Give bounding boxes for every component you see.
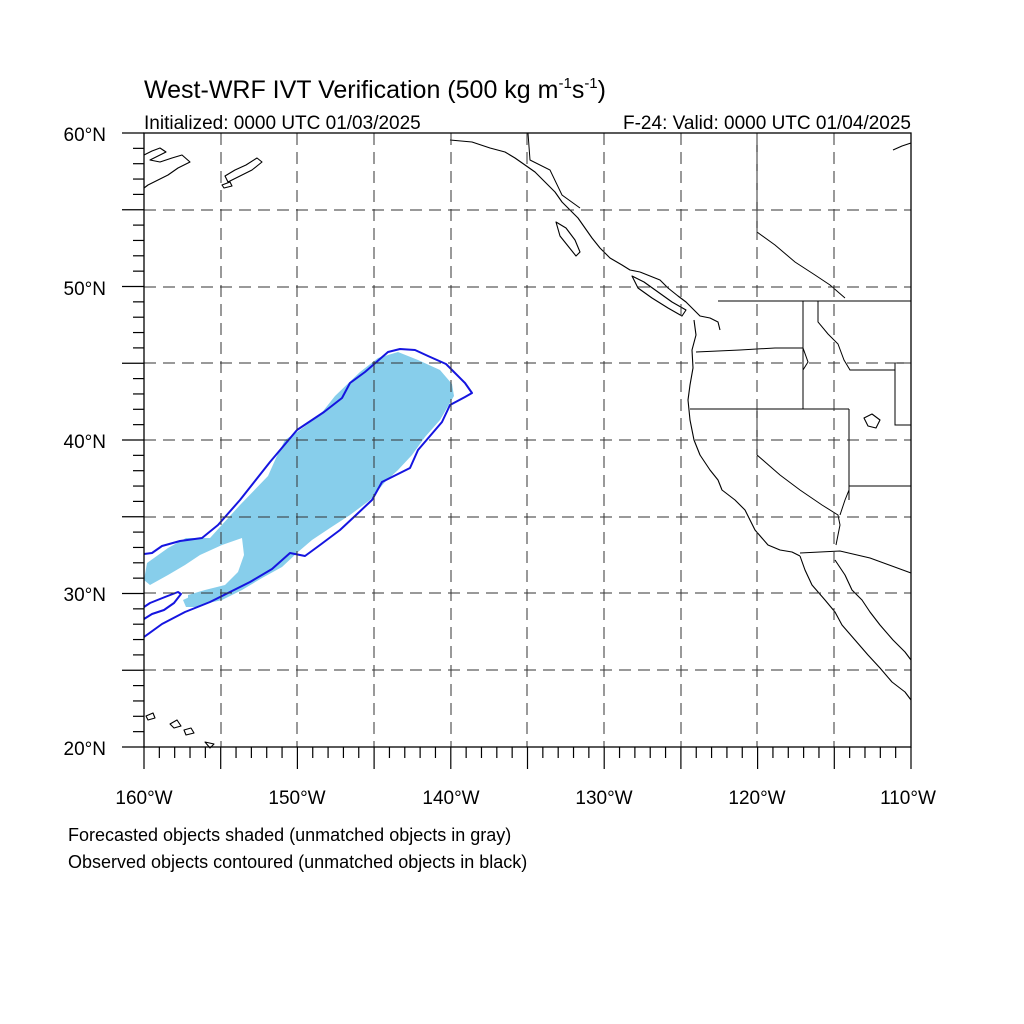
figure-title: West-WRF IVT Verification (500 kg m-1s-1… [144, 75, 606, 104]
bc-coast [639, 271, 721, 331]
lon-label-150: 150°W [268, 788, 325, 809]
baja-california [799, 555, 912, 701]
lat-label-40: 40°N [64, 432, 106, 453]
vancouver-island [631, 275, 687, 317]
lon-label-120: 120°W [728, 788, 785, 809]
valid-time-label: F-24: Valid: 0000 UTC 01/04/2025 [623, 113, 911, 134]
forecast-objects-note: Forecasted objects shaded (unmatched obj… [68, 825, 512, 845]
great-salt-lake [863, 413, 881, 429]
alaska-coastline [143, 147, 191, 189]
observed-object-inner [143, 591, 182, 620]
lon-label-160: 160°W [115, 788, 172, 809]
us-west-coast [687, 319, 801, 557]
gulf-of-california [834, 559, 912, 661]
latitude-labels: 60°N 50°N 40°N 30°N 20°N [64, 125, 106, 760]
washington-oregon-border [695, 347, 809, 371]
forecast-object-tail [183, 594, 212, 607]
observed-object [143, 348, 473, 638]
political-borders [527, 132, 912, 574]
hudson-bay-edge [892, 142, 912, 151]
forecast-object-main [144, 352, 454, 605]
axis-ticks [122, 132, 912, 769]
longitude-labels: 160°W 150°W 140°W 130°W 120°W 110°W [115, 788, 936, 809]
wyoming-border [894, 362, 911, 426]
us-mexico-border [799, 550, 912, 574]
lon-label-140: 140°W [422, 788, 479, 809]
idaho-montana-border [817, 301, 895, 371]
lat-label-20: 20°N [64, 739, 106, 760]
alaska-panhandle-coast [449, 139, 641, 273]
lat-label-50: 50°N [64, 279, 106, 300]
alaska-canada-border [527, 132, 581, 209]
lat-label-60: 60°N [64, 125, 106, 146]
lat-label-30: 30°N [64, 585, 106, 606]
observed-objects-note: Observed objects contoured (unmatched ob… [68, 852, 528, 872]
lon-label-130: 130°W [575, 788, 632, 809]
hawaii-islands [145, 712, 215, 749]
nevada-arizona-border [839, 489, 850, 516]
grid-lines [144, 133, 911, 747]
forecast-object [144, 352, 454, 607]
california-nevada-border [756, 409, 841, 546]
init-time-label: Initialized: 0000 UTC 01/03/2025 [144, 113, 421, 134]
lon-label-110: 110°W [880, 788, 936, 809]
observed-object-main [143, 348, 473, 638]
coastlines [143, 139, 912, 749]
bc-alberta-border [756, 133, 846, 299]
haida-gwaii [555, 221, 581, 257]
kodiak-islands [221, 157, 263, 189]
